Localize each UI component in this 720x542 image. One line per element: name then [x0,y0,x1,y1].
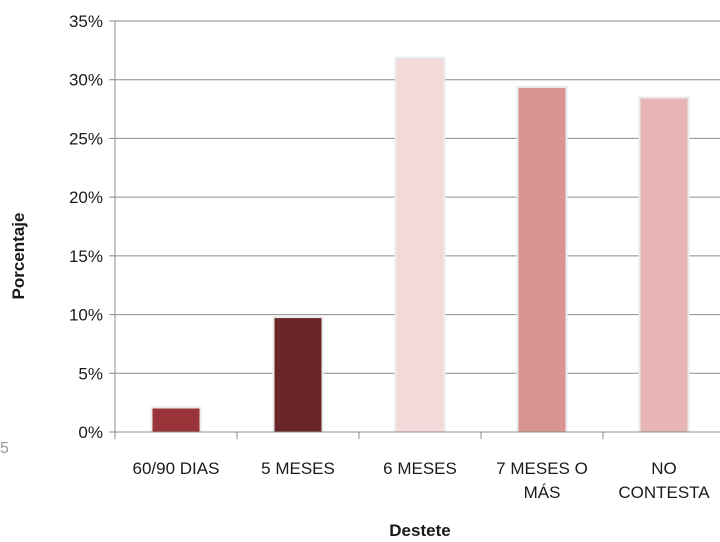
y-tick-label: 30% [69,71,103,90]
x-tick-label: CONTESTA [618,483,710,502]
y-tick-label: 15% [69,247,103,266]
x-tick-label: 60/90 DIAS [133,459,220,478]
gridlines [115,20,720,374]
bar [274,318,322,432]
x-tick-label: MÁS [524,483,561,502]
bar [640,98,688,432]
y-tick-label: 10% [69,306,103,325]
y-tick-label: 0% [78,423,103,442]
axes [109,20,720,439]
x-tick-label: 5 MESES [261,459,335,478]
y-tick-labels: 0% 5% 10% 15% 20% 25% 30% 35% [69,12,103,442]
y-axis-title: Porcentaje [9,213,28,300]
x-axis-title: Destete [389,521,450,540]
bar [396,58,444,432]
x-tick-label: 6 MESES [383,459,457,478]
bar [518,87,566,432]
bars [150,56,690,432]
x-tick-label: NO [651,459,677,478]
y-tick-label: 20% [69,188,103,207]
x-tick-labels: 60/90 DIAS 5 MESES 6 MESES 7 MESES O MÁS NO CO… [133,459,711,502]
bar [152,408,200,432]
y-tick-label: 5% [78,364,103,383]
stray-number: 5 [0,440,9,457]
y-tick-label: 25% [69,129,103,148]
x-tick-label: 7 MESES O [496,459,588,478]
y-tick-label: 35% [69,12,103,31]
